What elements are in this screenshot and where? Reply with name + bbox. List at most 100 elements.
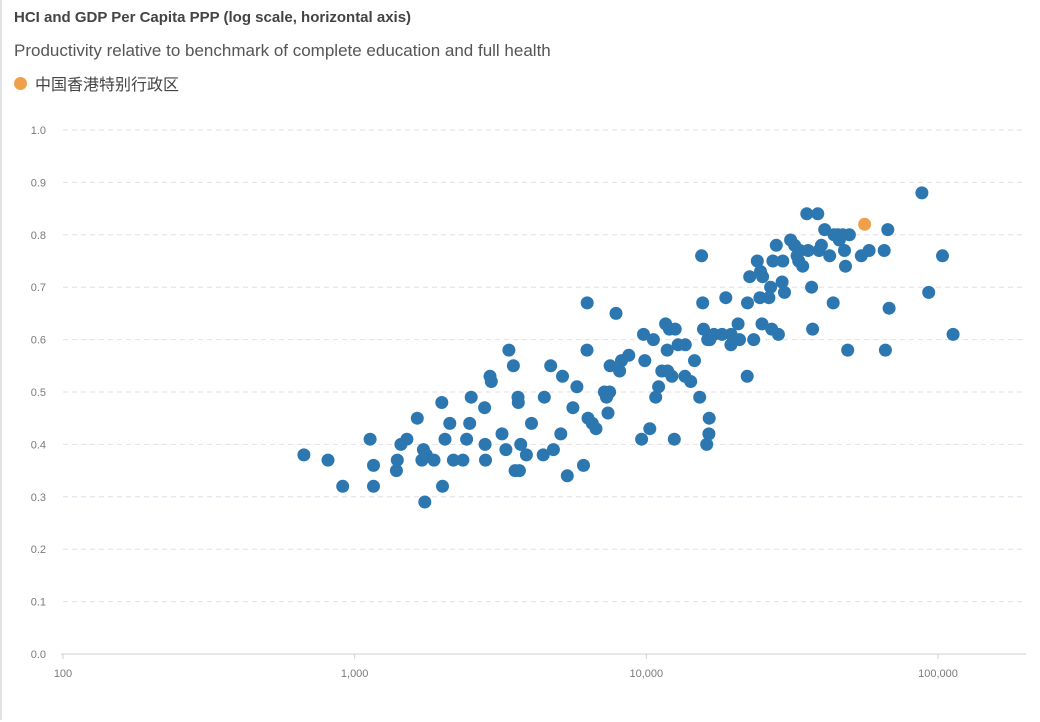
data-point[interactable] bbox=[603, 385, 617, 399]
data-point[interactable] bbox=[665, 369, 679, 383]
data-point[interactable] bbox=[753, 291, 767, 305]
data-point[interactable] bbox=[747, 333, 761, 347]
data-point[interactable] bbox=[731, 317, 745, 331]
data-point[interactable] bbox=[646, 333, 660, 347]
data-point[interactable] bbox=[697, 322, 710, 336]
data-point[interactable] bbox=[678, 338, 692, 352]
data-point[interactable] bbox=[589, 422, 603, 436]
data-point[interactable] bbox=[554, 427, 568, 441]
data-point[interactable] bbox=[580, 296, 594, 310]
data-point[interactable] bbox=[877, 244, 891, 257]
data-point[interactable] bbox=[652, 380, 666, 394]
data-point[interactable] bbox=[418, 495, 432, 509]
data-point[interactable] bbox=[796, 259, 810, 273]
data-point[interactable] bbox=[544, 359, 558, 373]
data-point[interactable] bbox=[878, 343, 892, 357]
data-point[interactable] bbox=[519, 448, 533, 462]
data-point[interactable] bbox=[400, 432, 414, 446]
data-point[interactable] bbox=[499, 443, 513, 457]
data-point[interactable] bbox=[775, 275, 789, 289]
data-point[interactable] bbox=[363, 432, 377, 446]
data-point[interactable] bbox=[446, 453, 460, 467]
data-point[interactable] bbox=[577, 458, 590, 472]
data-point[interactable] bbox=[536, 448, 550, 462]
data-point[interactable] bbox=[776, 254, 790, 268]
data-point[interactable] bbox=[321, 453, 335, 467]
data-point[interactable] bbox=[514, 437, 528, 451]
data-point[interactable] bbox=[601, 406, 615, 420]
data-point[interactable] bbox=[839, 259, 852, 273]
data-point[interactable] bbox=[801, 244, 815, 257]
data-point[interactable] bbox=[684, 375, 698, 388]
highlight-point[interactable] bbox=[858, 217, 872, 231]
data-point[interactable] bbox=[367, 458, 380, 472]
data-point[interactable] bbox=[771, 327, 785, 341]
data-point[interactable] bbox=[881, 223, 895, 237]
data-point[interactable] bbox=[842, 228, 856, 242]
data-point[interactable] bbox=[336, 479, 350, 493]
data-point[interactable] bbox=[741, 296, 754, 310]
data-point[interactable] bbox=[460, 432, 474, 446]
data-point[interactable] bbox=[537, 390, 551, 404]
data-point[interactable] bbox=[702, 427, 716, 441]
data-point[interactable] bbox=[693, 390, 707, 404]
data-point[interactable] bbox=[838, 244, 851, 257]
data-point[interactable] bbox=[525, 416, 538, 430]
data-point[interactable] bbox=[668, 322, 682, 336]
data-point[interactable] bbox=[435, 396, 449, 409]
data-point[interactable] bbox=[390, 453, 404, 467]
data-point[interactable] bbox=[743, 270, 757, 284]
data-point[interactable] bbox=[660, 343, 674, 357]
data-point[interactable] bbox=[805, 280, 819, 294]
data-point[interactable] bbox=[700, 437, 714, 451]
data-point[interactable] bbox=[512, 464, 526, 478]
data-point[interactable] bbox=[915, 186, 929, 200]
data-point[interactable] bbox=[638, 354, 652, 368]
data-point[interactable] bbox=[946, 327, 960, 341]
data-point[interactable] bbox=[297, 448, 311, 462]
legend[interactable]: 中国香港特别行政区 bbox=[14, 71, 179, 95]
data-point[interactable] bbox=[622, 348, 636, 362]
data-point[interactable] bbox=[463, 416, 477, 430]
data-point[interactable] bbox=[436, 479, 449, 493]
data-point[interactable] bbox=[410, 411, 424, 425]
data-point[interactable] bbox=[740, 369, 754, 383]
data-point[interactable] bbox=[566, 401, 580, 415]
data-point[interactable] bbox=[613, 364, 627, 378]
data-point[interactable] bbox=[560, 469, 574, 483]
data-point[interactable] bbox=[766, 254, 780, 268]
data-point[interactable] bbox=[649, 390, 663, 404]
data-point[interactable] bbox=[603, 359, 617, 373]
data-point[interactable] bbox=[637, 327, 650, 341]
data-point[interactable] bbox=[389, 464, 403, 478]
data-point[interactable] bbox=[778, 285, 791, 299]
data-point[interactable] bbox=[841, 343, 855, 357]
data-point[interactable] bbox=[814, 238, 828, 252]
data-point[interactable] bbox=[427, 453, 441, 467]
data-point[interactable] bbox=[511, 396, 525, 409]
data-point[interactable] bbox=[823, 249, 837, 263]
data-point[interactable] bbox=[495, 427, 509, 441]
data-point[interactable] bbox=[769, 238, 783, 252]
data-point[interactable] bbox=[478, 401, 492, 415]
data-point[interactable] bbox=[696, 296, 710, 310]
data-point[interactable] bbox=[438, 432, 452, 446]
data-point[interactable] bbox=[667, 432, 681, 446]
data-point[interactable] bbox=[464, 390, 478, 404]
data-point[interactable] bbox=[882, 301, 896, 315]
data-point[interactable] bbox=[643, 422, 657, 436]
data-point[interactable] bbox=[478, 437, 492, 451]
data-point[interactable] bbox=[702, 411, 716, 425]
data-point[interactable] bbox=[546, 443, 560, 457]
data-point[interactable] bbox=[750, 254, 764, 268]
data-point[interactable] bbox=[826, 296, 840, 310]
data-point[interactable] bbox=[580, 343, 594, 357]
data-point[interactable] bbox=[936, 249, 949, 263]
data-point[interactable] bbox=[479, 453, 492, 467]
data-point[interactable] bbox=[756, 270, 770, 284]
data-point[interactable] bbox=[456, 453, 470, 467]
data-point[interactable] bbox=[762, 291, 776, 305]
data-point[interactable] bbox=[484, 375, 498, 388]
data-point[interactable] bbox=[755, 317, 769, 331]
data-point[interactable] bbox=[806, 322, 820, 336]
